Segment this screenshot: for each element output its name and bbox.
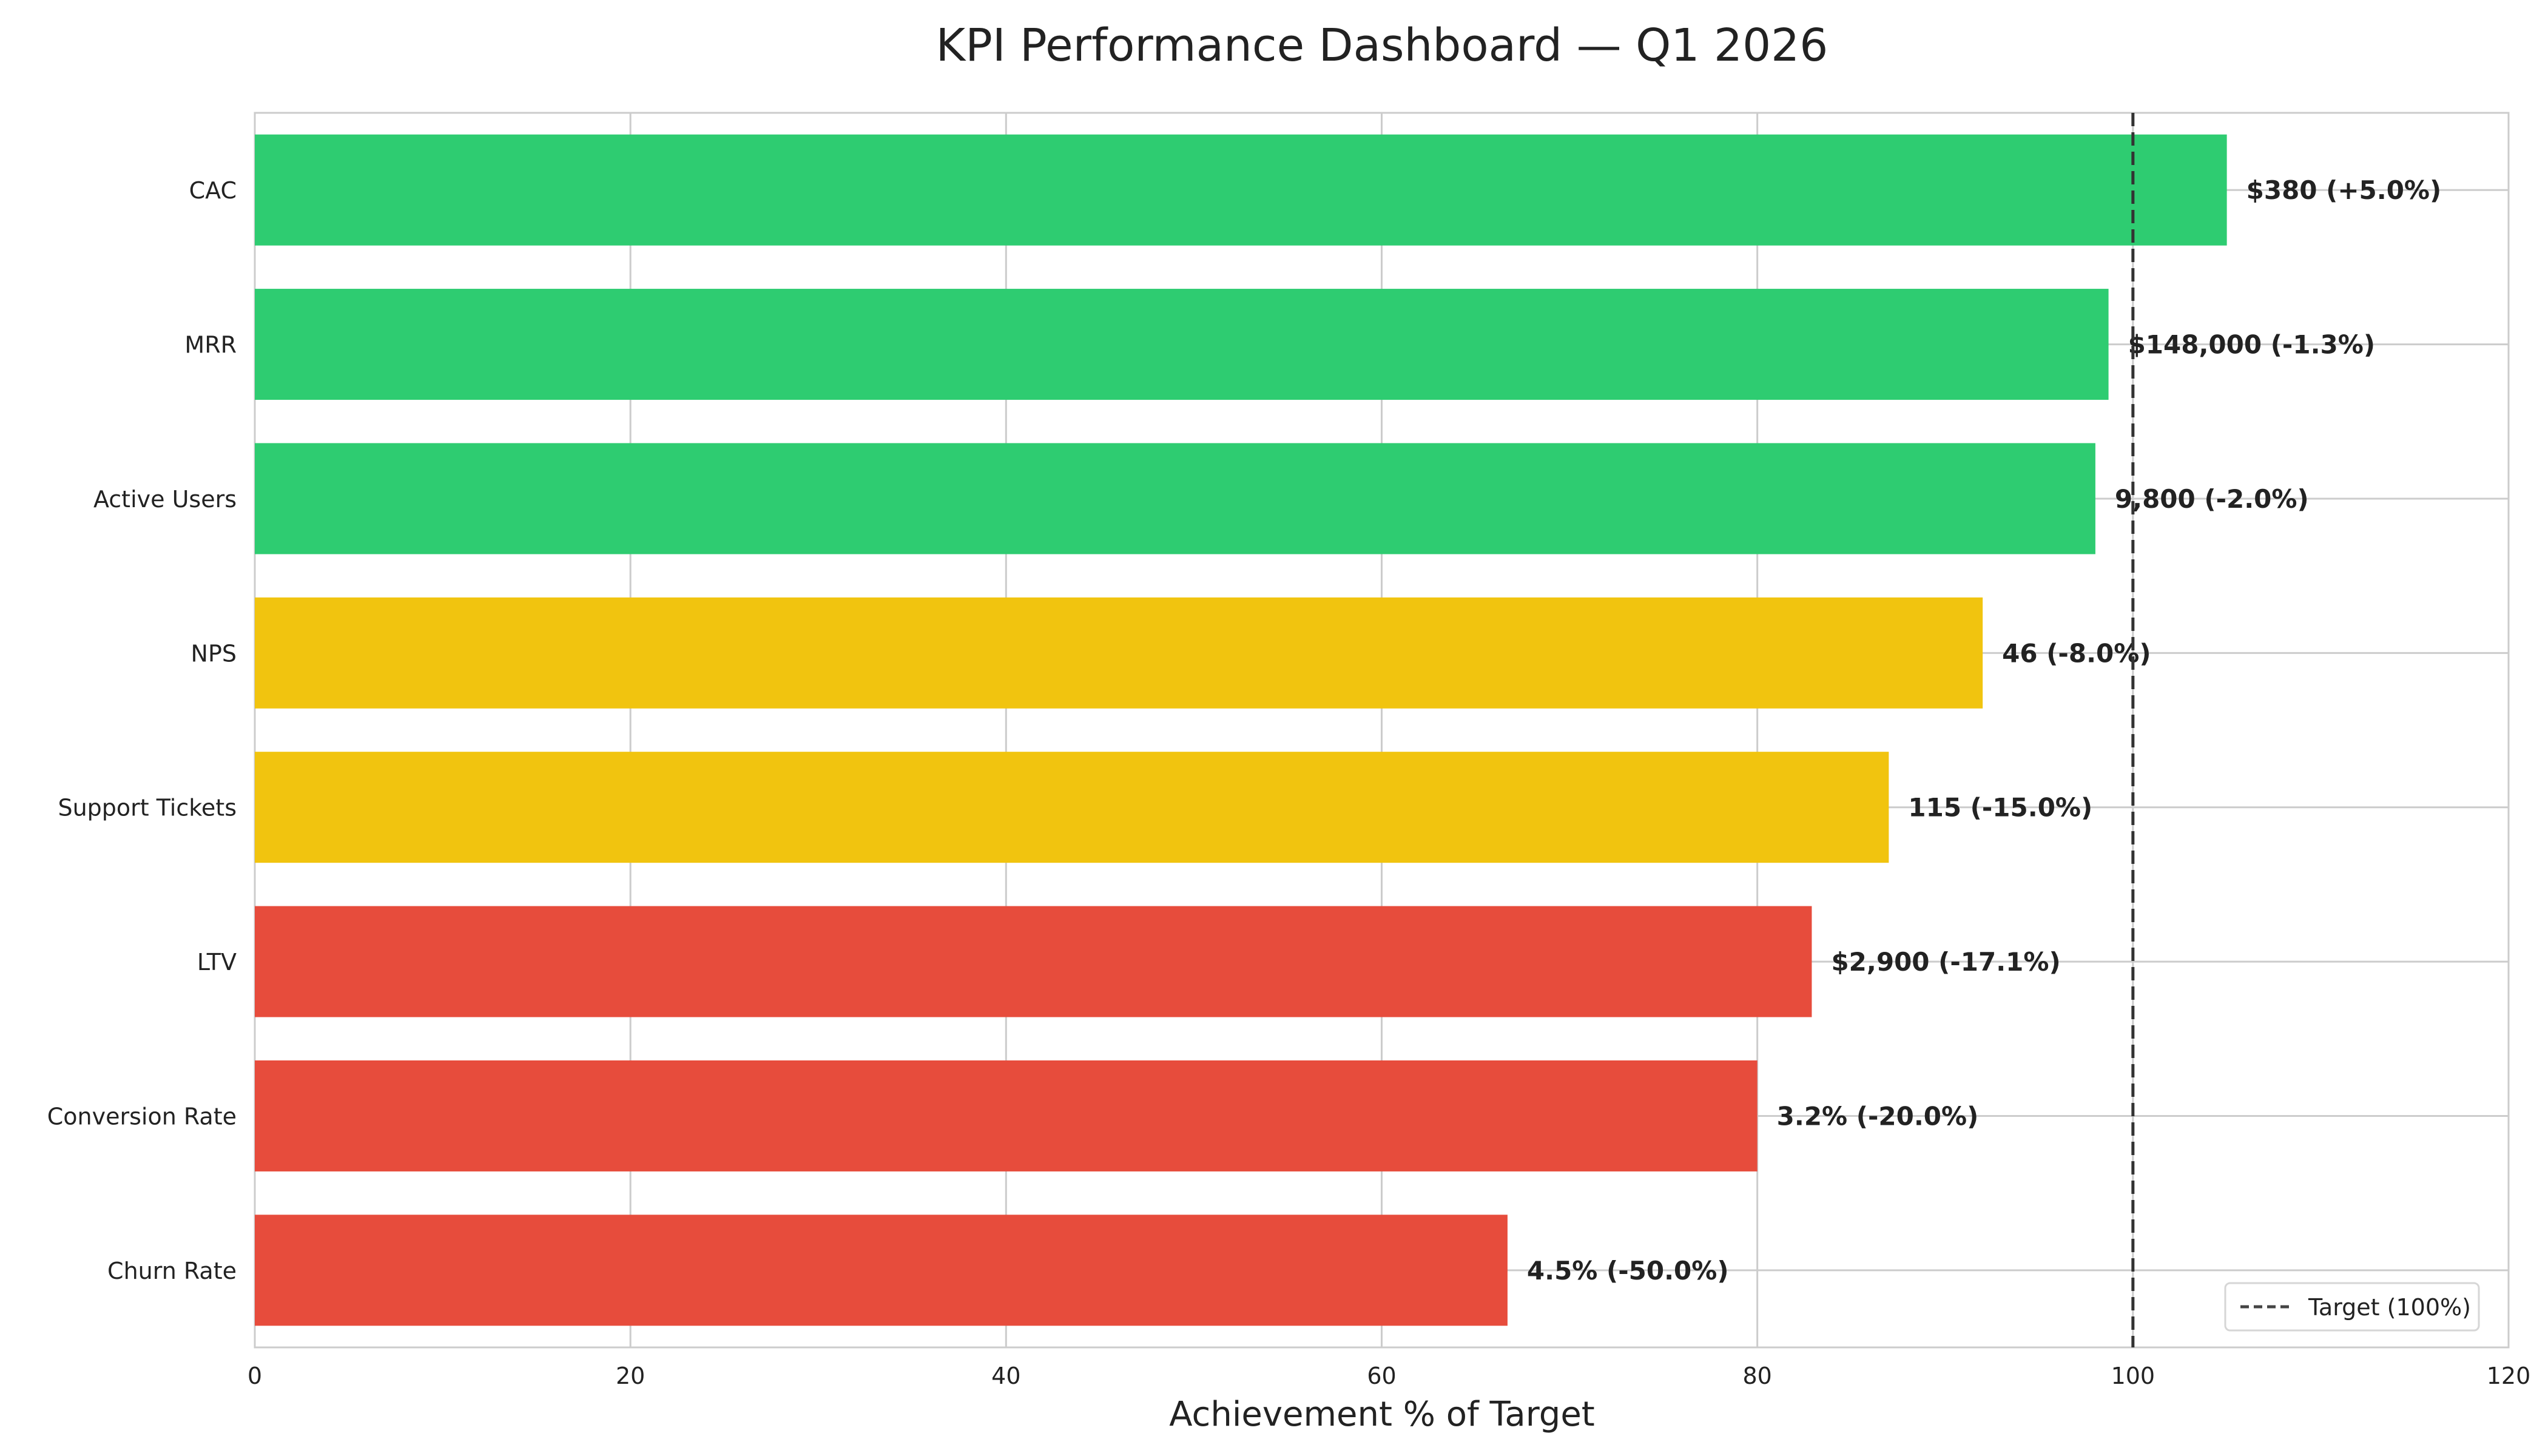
x-tick-label: 20 [616, 1363, 645, 1389]
bar-mrr [255, 289, 2109, 400]
y-tick-label: MRR [184, 332, 237, 359]
bar-ltv [255, 906, 1812, 1017]
y-tick-label: CAC [189, 177, 237, 204]
x-tick-label: 40 [991, 1363, 1020, 1389]
data-label: $148,000 (-1.3%) [2128, 330, 2375, 360]
bar-cac [255, 134, 2227, 246]
y-tick-label: LTV [197, 949, 237, 976]
data-label: 9,800 (-2.0%) [2115, 484, 2309, 514]
bar-support-tickets [255, 752, 1889, 863]
x-tick-label: 60 [1367, 1363, 1396, 1389]
data-label: 115 (-15.0%) [1908, 793, 2092, 823]
y-tick-label: Conversion Rate [47, 1103, 237, 1130]
y-tick-label: Active Users [93, 486, 237, 513]
data-label: 46 (-8.0%) [2002, 638, 2151, 668]
data-label: $380 (+5.0%) [2246, 175, 2442, 205]
data-label: $2,900 (-17.1%) [1831, 947, 2060, 977]
x-tick-label: 80 [1742, 1363, 1771, 1389]
y-tick-label: NPS [191, 640, 237, 667]
x-tick-label: 100 [2111, 1363, 2155, 1389]
bar-nps [255, 597, 1983, 709]
bar-active-users [255, 443, 2095, 554]
bar-conversion-rate [255, 1060, 1758, 1171]
x-tick-label: 120 [2487, 1363, 2531, 1389]
y-tick-label: Churn Rate [107, 1258, 237, 1284]
x-tick-label: 0 [248, 1363, 262, 1389]
legend-label: Target (100%) [2308, 1294, 2471, 1321]
y-tick-label: Support Tickets [58, 795, 237, 821]
data-label: 4.5% (-50.0%) [1527, 1256, 1729, 1286]
chart-title: KPI Performance Dashboard — Q1 2026 [936, 19, 1828, 72]
bar-churn-rate [255, 1215, 1508, 1326]
data-label: 3.2% (-20.0%) [1777, 1101, 1979, 1131]
plot-frame [254, 112, 2510, 1349]
x-axis-label: Achievement % of Target [1169, 1395, 1595, 1434]
legend: Target (100%) [2224, 1282, 2480, 1332]
